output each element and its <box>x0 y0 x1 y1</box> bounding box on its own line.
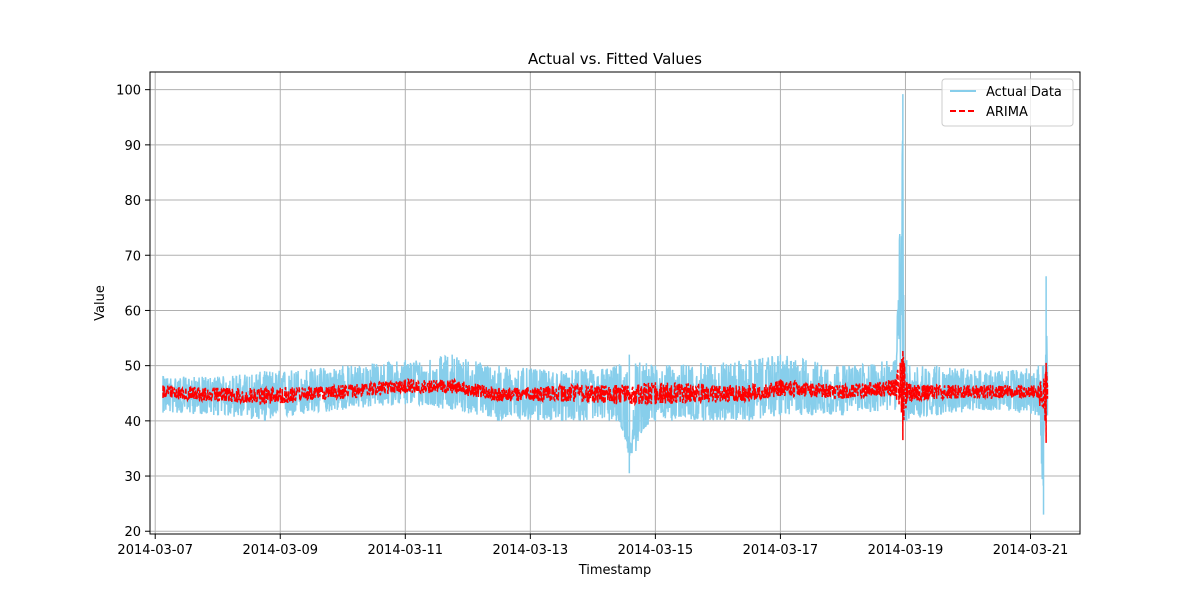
legend-label-arima: ARIMA <box>986 105 1028 120</box>
x-tick-label: 2014-03-13 <box>493 543 569 558</box>
y-axis-title: Value <box>93 285 108 321</box>
y-tick-label: 70 <box>124 249 141 264</box>
x-tick-label: 2014-03-19 <box>868 543 944 558</box>
series-layer <box>162 94 1049 515</box>
y-tick-label: 90 <box>124 139 141 154</box>
y-tick-label: 80 <box>124 194 141 209</box>
y-tick-label: 50 <box>124 360 141 375</box>
x-tick-label: 2014-03-15 <box>618 543 694 558</box>
y-tick-label: 100 <box>116 84 141 99</box>
plot-frame <box>149 71 1081 535</box>
chart-title: Actual vs. Fitted Values <box>528 50 702 68</box>
x-axis-title: Timestamp <box>578 563 652 578</box>
x-tick-label: 2014-03-11 <box>368 543 444 558</box>
y-tick-label: 60 <box>124 304 141 319</box>
y-tick-label: 30 <box>124 470 141 485</box>
grid <box>150 72 1080 534</box>
y-tick-label: 20 <box>124 525 141 540</box>
x-tick-label: 2014-03-07 <box>117 543 193 558</box>
legend: Actual Data ARIMA <box>941 78 1074 127</box>
x-tick-label: 2014-03-09 <box>242 543 318 558</box>
series-line-actual <box>162 94 1049 515</box>
x-tick-label: 2014-03-17 <box>743 543 819 558</box>
ticks: 2014-03-07 2014-03-09 2014-03-11 2014-03-13… <box>116 84 1068 558</box>
y-tick-label: 40 <box>124 415 141 430</box>
x-tick-label: 2014-03-21 <box>993 543 1069 558</box>
legend-label-actual: Actual Data <box>986 85 1062 100</box>
series-line-arima <box>162 350 1049 443</box>
